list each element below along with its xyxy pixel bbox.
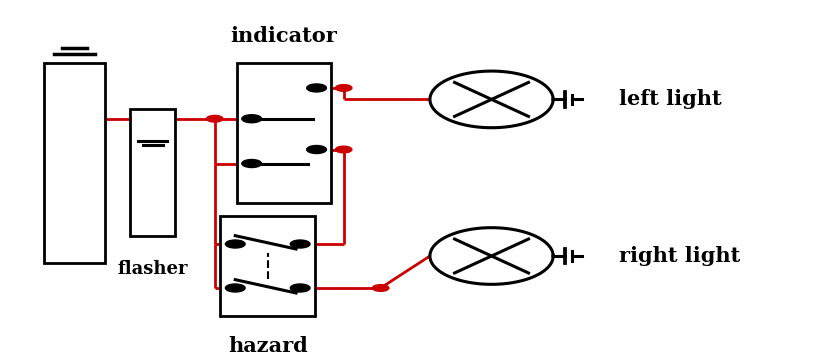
Circle shape (336, 85, 352, 91)
Text: −: − (62, 105, 75, 120)
Circle shape (336, 146, 352, 153)
Text: hazard: hazard (227, 336, 308, 356)
Bar (130, 109, 175, 236)
Text: left light: left light (619, 89, 721, 109)
Circle shape (241, 115, 261, 123)
Bar (237, 63, 332, 203)
Text: flasher: flasher (117, 260, 188, 278)
Circle shape (226, 284, 245, 292)
Text: +: + (61, 198, 76, 216)
Circle shape (226, 240, 245, 248)
Circle shape (207, 115, 223, 122)
Bar (221, 216, 315, 316)
Text: +: + (138, 204, 150, 218)
Text: indicator: indicator (231, 26, 337, 46)
Text: right light: right light (619, 246, 740, 266)
Bar (44, 63, 106, 263)
Circle shape (290, 240, 310, 248)
Circle shape (307, 146, 327, 154)
Circle shape (307, 84, 327, 92)
Text: −: − (147, 125, 158, 138)
Circle shape (372, 285, 389, 291)
Circle shape (241, 160, 261, 167)
Circle shape (290, 284, 310, 292)
